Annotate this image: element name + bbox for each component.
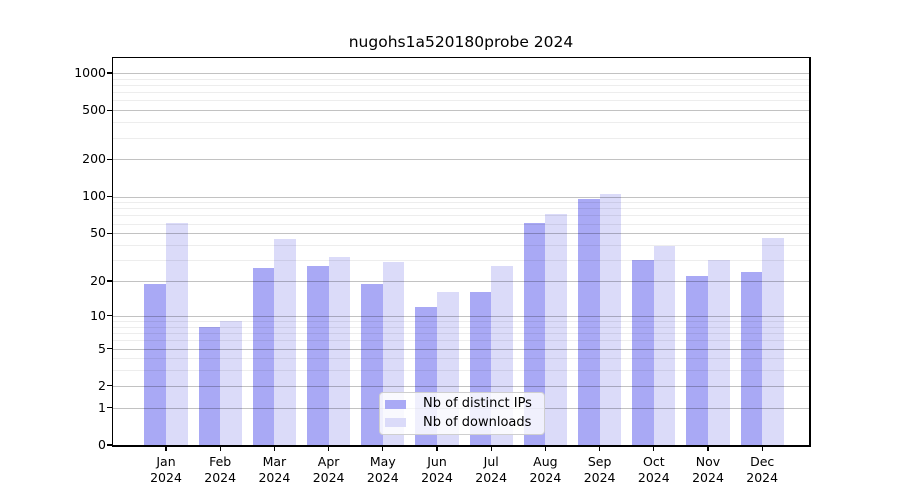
bar-distinct-ips-mar [252, 267, 275, 445]
bar-downloads-aug [545, 213, 568, 445]
x-tick-jul [490, 446, 492, 451]
x-tick-label-nov: Nov 2024 [666, 454, 750, 485]
x-tick-year-dec: 2024 [746, 469, 779, 485]
axis-spine-bottom [111, 445, 811, 447]
y-tick-50 [107, 232, 112, 234]
bar-downloads-dec [762, 237, 784, 445]
legend: Nb of distinct IPs Nb of downloads [379, 392, 545, 435]
x-tick-year-nov: 2024 [692, 469, 724, 485]
x-tick-jun [436, 446, 438, 451]
x-tick-oct [653, 446, 655, 451]
y-tick-200 [107, 158, 112, 160]
x-tick-may [382, 446, 384, 451]
x-tick-year-jan: 2024 [150, 469, 182, 485]
legend-label-downloads: Nb of downloads [423, 414, 532, 430]
x-tick-year-may: 2024 [366, 469, 399, 485]
bar-distinct-ips-oct [632, 260, 654, 445]
legend-item-distinct-ips: Nb of distinct IPs [385, 395, 538, 414]
bar-distinct-ips-aug [523, 222, 546, 445]
axis-spine-right [809, 56, 811, 447]
y-tick-label-5: 5 [98, 340, 106, 356]
bar-downloads-oct [653, 246, 676, 445]
bar-distinct-ips-feb [198, 326, 221, 445]
x-tick-label-may: May 2024 [341, 454, 425, 485]
bar-distinct-ips-sep [577, 199, 600, 445]
legend-swatch-distinct-ips [385, 399, 406, 409]
y-tick-1000 [107, 72, 112, 74]
axis-spine-left [111, 56, 113, 447]
y-tick-1 [107, 407, 112, 409]
x-tick-year-jul: 2024 [475, 469, 508, 485]
bar-distinct-ips-apr [306, 265, 329, 445]
y-tick-label-10: 10 [90, 307, 106, 323]
bars-layer [113, 58, 809, 445]
y-tick-500 [107, 109, 112, 111]
y-tick-2 [107, 385, 112, 387]
x-tick-apr [328, 446, 330, 451]
x-tick-label-feb: Feb 2024 [178, 454, 262, 485]
y-tick-label-1: 1 [98, 399, 106, 415]
x-tick-jan [165, 446, 167, 451]
bar-downloads-nov [708, 260, 730, 445]
x-tick-label-sep: Sep 2024 [558, 454, 642, 485]
legend-swatch-downloads [385, 418, 406, 428]
x-tick-label-apr: Apr 2024 [287, 454, 371, 485]
y-tick-10 [107, 315, 112, 317]
x-tick-label-jan: Jan 2024 [124, 454, 208, 485]
x-tick-feb [219, 446, 221, 451]
y-tick-label-20: 20 [90, 273, 106, 289]
bar-downloads-sep [599, 194, 622, 445]
x-tick-year-aug: 2024 [529, 469, 562, 485]
y-tick-label-100: 100 [82, 188, 106, 204]
x-tick-mar [273, 446, 275, 451]
y-tick-label-200: 200 [82, 151, 106, 167]
bar-distinct-ips-dec [740, 271, 763, 445]
x-tick-nov [707, 446, 709, 451]
bar-downloads-apr [328, 256, 351, 445]
bar-distinct-ips-nov [686, 276, 708, 445]
x-tick-label-oct: Oct 2024 [612, 454, 696, 485]
x-tick-year-sep: 2024 [583, 469, 616, 485]
bar-distinct-ips-jan [144, 283, 166, 445]
x-tick-year-jun: 2024 [421, 469, 453, 485]
y-tick-label-0: 0 [98, 437, 106, 452]
axis-spine-top [111, 56, 811, 58]
bar-downloads-feb [220, 321, 242, 445]
legend-label-distinct-ips: Nb of distinct IPs [423, 396, 532, 412]
y-tick-100 [107, 195, 112, 198]
plot-area: Nb of distinct IPs Nb of downloads [113, 58, 809, 445]
x-tick-label-dec: Dec 2024 [720, 454, 804, 485]
bar-downloads-mar [274, 238, 297, 445]
x-tick-label-aug: Aug 2024 [503, 454, 587, 485]
bar-downloads-jan [166, 222, 188, 445]
chart-title: nugohs1a520180probe 2024 [348, 33, 574, 51]
x-tick-sep [599, 446, 601, 451]
x-tick-year-mar: 2024 [258, 469, 291, 485]
x-tick-label-jun: Jun 2024 [395, 454, 479, 485]
y-tick-label-500: 500 [82, 102, 106, 118]
x-tick-year-apr: 2024 [312, 469, 345, 485]
y-tick-0 [107, 444, 112, 446]
x-tick-aug [544, 446, 546, 451]
y-tick-5 [107, 347, 112, 350]
x-tick-year-feb: 2024 [204, 469, 237, 485]
y-tick-label-2: 2 [98, 377, 106, 393]
x-tick-label-jul: Jul 2024 [449, 454, 533, 485]
y-tick-label-50: 50 [90, 225, 106, 241]
bar-distinct-ips-may [361, 283, 383, 445]
y-tick-20 [107, 280, 112, 282]
legend-item-downloads: Nb of downloads [385, 414, 538, 433]
x-tick-dec [761, 446, 763, 451]
x-tick-label-mar: Mar 2024 [232, 454, 316, 485]
y-tick-label-1000: 1000 [74, 64, 106, 80]
x-tick-year-oct: 2024 [637, 469, 670, 485]
